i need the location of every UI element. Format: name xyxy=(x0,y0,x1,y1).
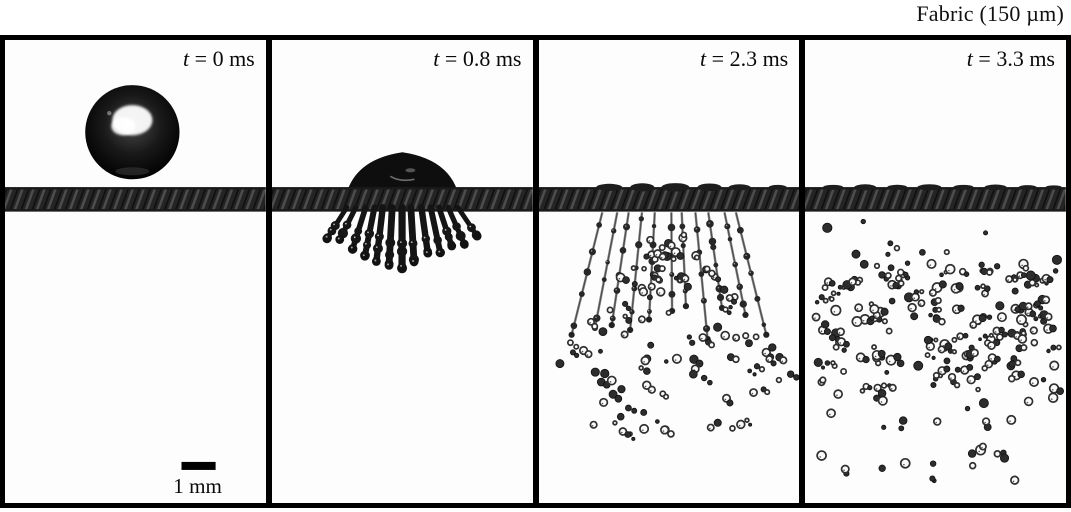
timestamp-label: t = 3.3 ms xyxy=(967,46,1055,72)
time-value: = 0.8 ms xyxy=(439,46,522,71)
panel-t3-3: t = 3.3 ms xyxy=(799,40,1066,503)
panel-t0-8: t = 0.8 ms xyxy=(265,40,533,503)
time-variable: t xyxy=(183,46,190,71)
timestamp-label: t = 0.8 ms xyxy=(433,46,521,72)
photo-droplet-above-fabric: 1 mm xyxy=(5,85,266,498)
panel-t0: 1 mm t = 0 ms xyxy=(5,40,266,503)
time-variable: t xyxy=(966,46,973,71)
photo-ligament-spray xyxy=(538,183,800,441)
photo-impact-fingers xyxy=(271,152,533,274)
time-value: = 0 ms xyxy=(189,46,255,71)
timestamp-label: t = 2.3 ms xyxy=(700,46,788,72)
panel-t2-3: t = 2.3 ms xyxy=(532,40,800,503)
time-variable: t xyxy=(433,46,440,71)
time-value: = 2.3 ms xyxy=(706,46,789,71)
photo-dispersed-spray xyxy=(805,184,1066,485)
time-value: = 3.3 ms xyxy=(972,46,1055,71)
time-variable: t xyxy=(700,46,707,71)
scale-bar-label: 1 mm xyxy=(173,474,222,498)
figure-frame: 1 mm t = 0 ms t = 0.8 ms t = 2.3 ms t = … xyxy=(0,35,1071,508)
figure-title: Fabric (150 µm) xyxy=(916,1,1064,26)
scale-bar: 1 mm xyxy=(173,461,222,498)
timestamp-label: t = 0 ms xyxy=(183,46,255,72)
